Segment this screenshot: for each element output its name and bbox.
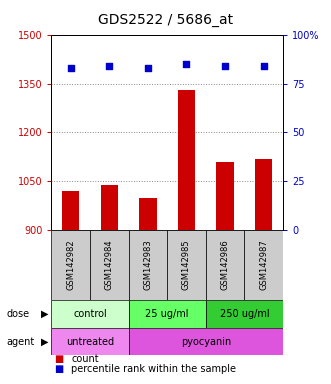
Bar xyxy=(178,90,195,230)
Text: GSM142983: GSM142983 xyxy=(143,240,152,290)
Point xyxy=(261,63,266,69)
Text: GSM142985: GSM142985 xyxy=(182,240,191,290)
Bar xyxy=(167,230,206,300)
Text: count: count xyxy=(71,354,99,364)
Text: agent: agent xyxy=(7,337,35,347)
Text: ■: ■ xyxy=(55,364,64,374)
Bar xyxy=(62,191,79,230)
Bar xyxy=(206,300,283,328)
Bar xyxy=(255,159,272,230)
Text: untreated: untreated xyxy=(66,337,114,347)
Bar xyxy=(139,198,157,230)
Text: ▶: ▶ xyxy=(40,337,48,347)
Bar xyxy=(244,230,283,300)
Bar xyxy=(128,230,167,300)
Bar xyxy=(128,300,206,328)
Bar xyxy=(90,230,128,300)
Bar xyxy=(51,300,128,328)
Bar xyxy=(216,162,234,230)
Text: percentile rank within the sample: percentile rank within the sample xyxy=(71,364,236,374)
Text: 25 ug/ml: 25 ug/ml xyxy=(145,309,189,319)
Text: GSM142987: GSM142987 xyxy=(259,240,268,290)
Text: ■: ■ xyxy=(55,354,64,364)
Bar xyxy=(51,230,90,300)
Point xyxy=(107,63,112,69)
Bar xyxy=(206,230,244,300)
Text: GDS2522 / 5686_at: GDS2522 / 5686_at xyxy=(98,13,233,27)
Text: GSM142984: GSM142984 xyxy=(105,240,114,290)
Point xyxy=(222,63,228,69)
Bar xyxy=(51,328,128,355)
Bar xyxy=(128,328,283,355)
Text: GSM142986: GSM142986 xyxy=(220,240,230,290)
Text: 250 ug/ml: 250 ug/ml xyxy=(219,309,269,319)
Text: GSM142982: GSM142982 xyxy=(66,240,75,290)
Text: control: control xyxy=(73,309,107,319)
Text: ▶: ▶ xyxy=(40,309,48,319)
Text: pyocyanin: pyocyanin xyxy=(181,337,231,347)
Point xyxy=(145,65,151,71)
Bar xyxy=(101,185,118,230)
Point xyxy=(184,61,189,67)
Point xyxy=(68,65,73,71)
Text: dose: dose xyxy=(7,309,30,319)
